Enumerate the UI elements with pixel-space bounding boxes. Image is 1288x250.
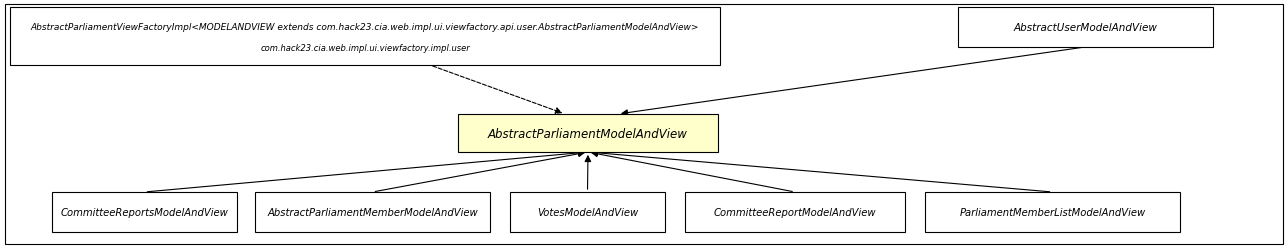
- Bar: [925, 192, 1180, 232]
- Text: ParliamentMemberListModelAndView: ParliamentMemberListModelAndView: [960, 207, 1145, 217]
- Text: AbstractParliamentModelAndView: AbstractParliamentModelAndView: [488, 127, 688, 140]
- Bar: [52, 192, 237, 232]
- Text: VotesModelAndView: VotesModelAndView: [537, 207, 638, 217]
- Bar: [685, 192, 905, 232]
- Text: CommitteeReportsModelAndView: CommitteeReportsModelAndView: [61, 207, 228, 217]
- Text: CommitteeReportModelAndView: CommitteeReportModelAndView: [714, 207, 876, 217]
- Bar: [10, 8, 720, 66]
- Text: AbstractParliamentMemberModelAndView: AbstractParliamentMemberModelAndView: [267, 207, 478, 217]
- Bar: [459, 114, 717, 152]
- Text: AbstractUserModelAndView: AbstractUserModelAndView: [1014, 23, 1158, 33]
- Bar: [958, 8, 1213, 48]
- Bar: [255, 192, 489, 232]
- Text: com.hack23.cia.web.impl.ui.viewfactory.impl.user: com.hack23.cia.web.impl.ui.viewfactory.i…: [260, 44, 470, 53]
- Text: AbstractParliamentViewFactoryImpl<MODELANDVIEW extends com.hack23.cia.web.impl.u: AbstractParliamentViewFactoryImpl<MODELA…: [31, 22, 699, 32]
- Bar: [510, 192, 665, 232]
